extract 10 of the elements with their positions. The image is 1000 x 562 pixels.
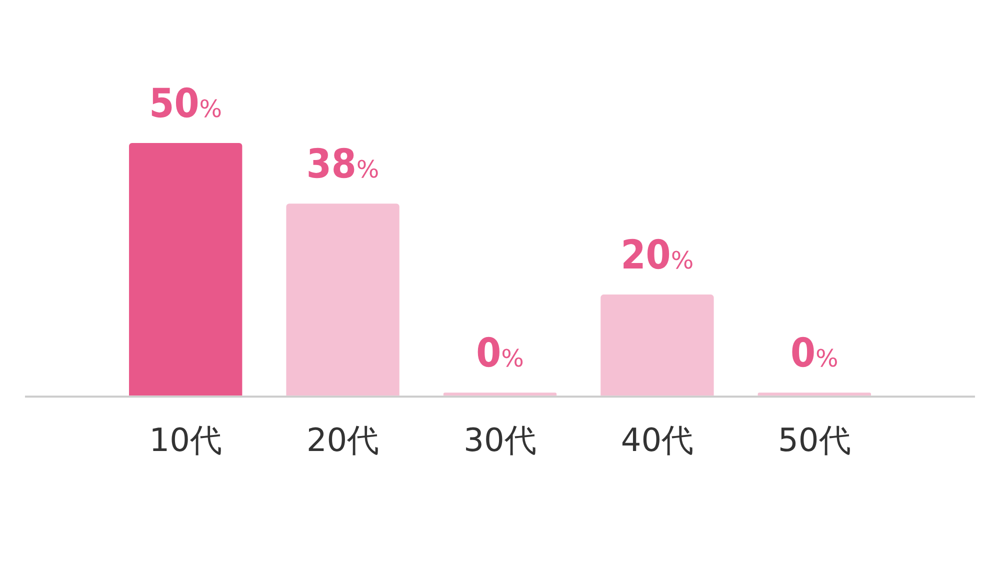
x-tick-label: 20代 (306, 421, 380, 460)
x-tick-label: 50代 (778, 421, 851, 460)
x-tick-label: 10代 (149, 421, 222, 460)
data-label: 50% (149, 81, 222, 127)
x-tick-label: 40代 (620, 421, 694, 460)
x-tick-label: 30代 (464, 421, 536, 460)
data-label: 20% (620, 232, 694, 279)
data-label: 0% (790, 330, 838, 377)
data-label: 38% (306, 142, 380, 188)
data-label: 0% (476, 330, 524, 377)
